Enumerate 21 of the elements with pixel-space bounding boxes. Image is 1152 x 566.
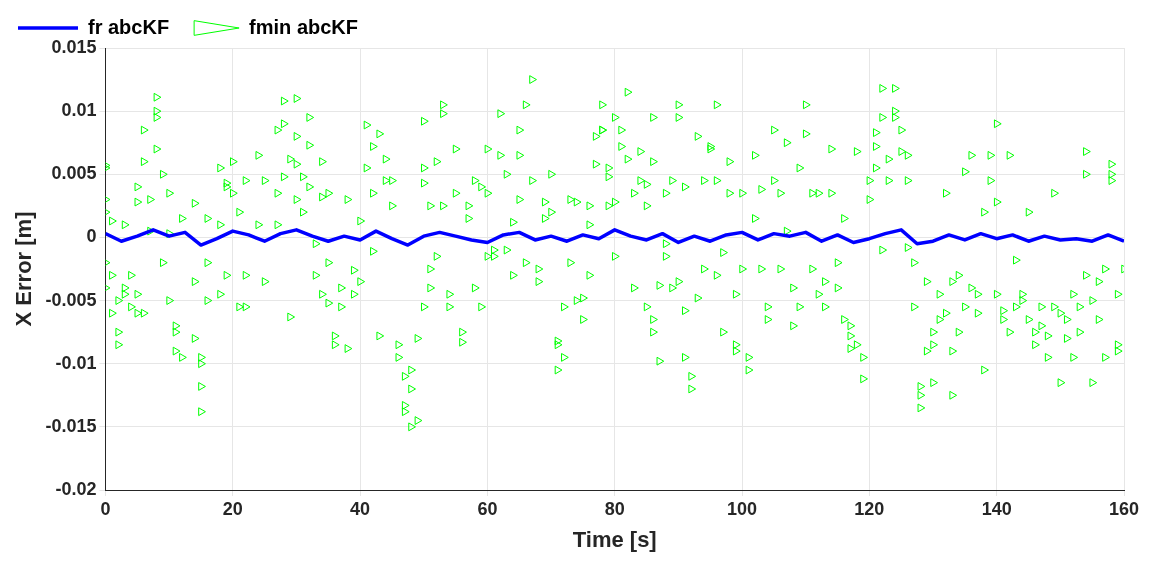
y-tick-label: -0.01 xyxy=(55,352,97,373)
y-tick-label: 0 xyxy=(86,226,97,247)
legend-label: fr abcKF xyxy=(88,15,170,38)
y-tick-label: -0.015 xyxy=(45,415,97,436)
y-tick-label: -0.005 xyxy=(45,289,97,310)
x-tick-label: 120 xyxy=(854,498,885,519)
y-tick-label: 0.005 xyxy=(51,163,97,184)
legend-label: fmin abcKF xyxy=(249,15,359,38)
x-tick-label: 40 xyxy=(350,498,371,519)
x-tick-label: 140 xyxy=(981,498,1012,519)
y-tick-label: 0.01 xyxy=(61,100,97,121)
x-axis-title: Time [s] xyxy=(572,526,657,552)
y-tick-label: 0.015 xyxy=(51,36,97,57)
x-tick-label: 20 xyxy=(222,498,243,519)
y-axis-title: X Error [m] xyxy=(11,211,37,327)
x-tick-label: 160 xyxy=(1108,498,1140,519)
x-tick-label: 80 xyxy=(604,498,625,519)
x-tick-label: 60 xyxy=(477,498,498,519)
y-tick-label: -0.02 xyxy=(55,478,97,499)
x-tick-label: 100 xyxy=(727,498,758,519)
x-tick-label: 0 xyxy=(100,498,111,519)
